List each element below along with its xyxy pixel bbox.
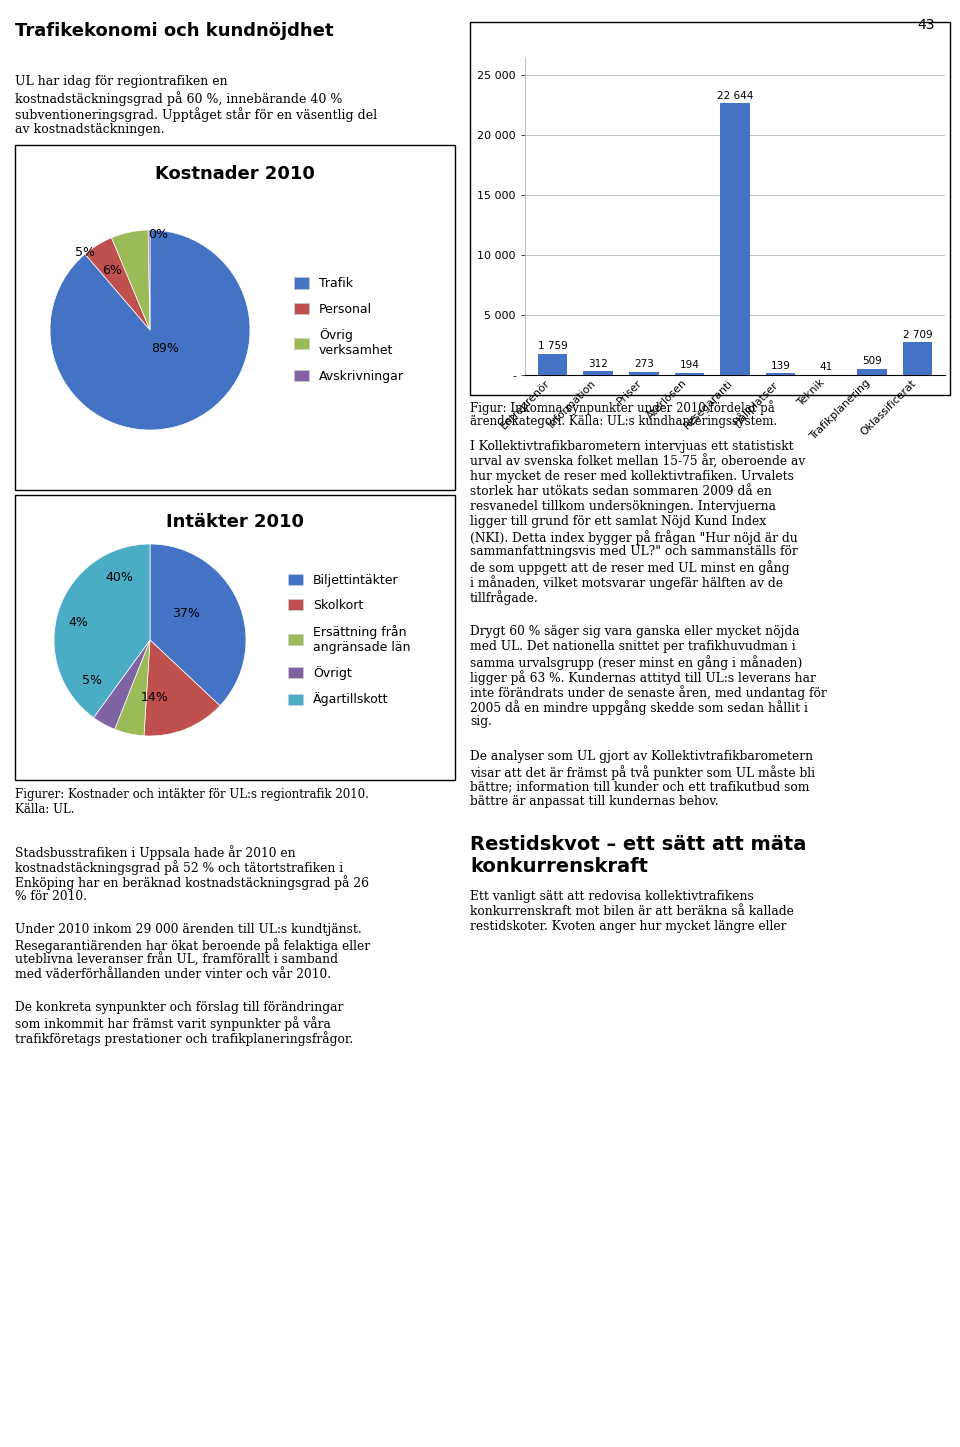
Bar [675, 373, 705, 375]
Bar [584, 372, 612, 375]
Text: som inkommit har främst varit synpunkter på våra: som inkommit har främst varit synpunkter… [15, 1016, 331, 1030]
Legend: Trafik, Personal, Övrig
verksamhet, Avskrivningar: Trafik, Personal, Övrig verksamhet, Avsk… [294, 278, 404, 383]
Wedge shape [50, 230, 250, 430]
Text: konkurrenskraft: konkurrenskraft [470, 857, 648, 875]
Text: 40%: 40% [106, 572, 133, 585]
Bar [720, 103, 750, 375]
Text: trafikföretags prestationer och trafikplaneringsfrågor.: trafikföretags prestationer och trafikpl… [15, 1032, 353, 1046]
Text: kostnadstäckningsgrad på 60 %, innebärande 40 %: kostnadstäckningsgrad på 60 %, innebäran… [15, 91, 343, 106]
Text: Kostnader 2010: Kostnader 2010 [156, 165, 315, 182]
Wedge shape [144, 640, 220, 737]
Text: Resegarantiärenden har ökat beroende på felaktiga eller: Resegarantiärenden har ökat beroende på … [15, 938, 371, 954]
Wedge shape [93, 640, 150, 729]
Text: Trafikekonomi och kundnöjdhet: Trafikekonomi och kundnöjdhet [15, 22, 333, 41]
Text: kostnadstäckningsgrad på 52 % och tätortstrafiken i: kostnadstäckningsgrad på 52 % och tätort… [15, 860, 344, 875]
Text: samma urvalsgrupp (reser minst en gång i månaden): samma urvalsgrupp (reser minst en gång i… [470, 655, 803, 670]
Bar [766, 373, 796, 375]
Text: ligger på 63 %. Kundernas attityd till UL:s leverans har: ligger på 63 %. Kundernas attityd till U… [470, 670, 816, 684]
Text: Källa: UL.: Källa: UL. [15, 803, 75, 816]
Text: urval av svenska folket mellan 15-75 år, oberoende av: urval av svenska folket mellan 15-75 år,… [470, 454, 805, 469]
Bar [629, 372, 659, 375]
Text: 312: 312 [588, 359, 608, 369]
Text: I Kollektivtrafikbarometern intervjuas ett statistiskt: I Kollektivtrafikbarometern intervjuas e… [470, 440, 794, 453]
Text: 5%: 5% [83, 674, 103, 687]
Text: inte förändrats under de senaste åren, med undantag för: inte förändrats under de senaste åren, m… [470, 684, 827, 700]
Text: 5%: 5% [75, 246, 95, 259]
Text: Enköping har en beräknad kostnadstäckningsgrad på 26: Enköping har en beräknad kostnadstäcknin… [15, 875, 369, 890]
Text: 0%: 0% [148, 229, 168, 242]
Text: 509: 509 [862, 356, 882, 366]
Bar [857, 369, 887, 375]
Text: UL har idag för regiontrafiken en: UL har idag för regiontrafiken en [15, 75, 228, 88]
Wedge shape [150, 544, 246, 706]
Text: med väderförhållanden under vinter och vår 2010.: med väderförhållanden under vinter och v… [15, 968, 331, 981]
Wedge shape [85, 237, 150, 330]
Text: konkurrenskraft mot bilen är att beräkna så kallade: konkurrenskraft mot bilen är att beräkna… [470, 904, 794, 917]
Text: bättre är anpassat till kundernas behov.: bättre är anpassat till kundernas behov. [470, 794, 719, 807]
Bar [538, 355, 567, 375]
Text: uteblivna leveranser från UL, framförallt i samband: uteblivna leveranser från UL, framförall… [15, 954, 338, 967]
Text: Stadsbusstrafiken i Uppsala hade år 2010 en: Stadsbusstrafiken i Uppsala hade år 2010… [15, 845, 296, 860]
Text: hur mycket de reser med kollektivtrafiken. Urvalets: hur mycket de reser med kollektivtrafike… [470, 470, 794, 483]
Text: Restidskvot – ett sätt att mäta: Restidskvot – ett sätt att mäta [470, 835, 806, 854]
Text: visar att det är främst på två punkter som UL måste bli: visar att det är främst på två punkter s… [470, 765, 815, 780]
Text: ärendekategori. Källa: UL:s kundhanteringssystem.: ärendekategori. Källa: UL:s kundhanterin… [470, 415, 778, 428]
Text: De konkreta synpunkter och förslag till förändringar: De konkreta synpunkter och förslag till … [15, 1001, 344, 1014]
Text: resvanedel tillkom undersökningen. Intervjuerna: resvanedel tillkom undersökningen. Inter… [470, 501, 776, 514]
Text: bättre; information till kunder och ett trafikutbud som: bättre; information till kunder och ett … [470, 780, 809, 793]
Text: Figur: Inkomna synpunkter under 2010 fördelat på: Figur: Inkomna synpunkter under 2010 för… [470, 399, 775, 415]
Text: med UL. Det nationella snittet per trafikhuvudman i: med UL. Det nationella snittet per trafi… [470, 640, 796, 653]
Text: Figurer: Kostnader och intäkter för UL:s regiontrafik 2010.: Figurer: Kostnader och intäkter för UL:s… [15, 789, 369, 802]
Text: 37%: 37% [173, 606, 201, 619]
Text: 6%: 6% [102, 263, 122, 276]
Text: ligger till grund för ett samlat Nöjd Kund Index: ligger till grund för ett samlat Nöjd Ku… [470, 515, 766, 528]
Wedge shape [148, 230, 150, 330]
Text: 14%: 14% [141, 692, 169, 705]
Text: 22 644: 22 644 [717, 91, 754, 101]
Text: 2005 då en mindre uppgång skedde som sedan hållit i: 2005 då en mindre uppgång skedde som sed… [470, 700, 808, 715]
Text: subventioneringsgrad. Upptåget står för en väsentlig del: subventioneringsgrad. Upptåget står för … [15, 107, 377, 122]
Text: 1 759: 1 759 [538, 341, 567, 352]
Text: storlek har utökats sedan sommaren 2009 då en: storlek har utökats sedan sommaren 2009 … [470, 485, 772, 498]
Wedge shape [111, 230, 150, 330]
Text: Intäkter 2010: Intäkter 2010 [166, 514, 304, 531]
Text: 2 709: 2 709 [902, 330, 932, 340]
Text: sammanfattningsvis med UL?" och sammanställs för: sammanfattningsvis med UL?" och sammanst… [470, 546, 798, 559]
Wedge shape [114, 640, 150, 737]
Text: De analyser som UL gjort av Kollektivtrafikbarometern: De analyser som UL gjort av Kollektivtra… [470, 750, 813, 763]
Text: Under 2010 inkom 29 000 ärenden till UL:s kundtjänst.: Under 2010 inkom 29 000 ärenden till UL:… [15, 923, 362, 936]
Bar [902, 343, 932, 375]
Text: de som uppgett att de reser med UL minst en gång: de som uppgett att de reser med UL minst… [470, 560, 789, 574]
Legend: Biljettintäkter, Skolkort, Ersättning från
angränsade län, Övrigt, Ägartillskott: Biljettintäkter, Skolkort, Ersättning fr… [288, 573, 411, 706]
Text: sig.: sig. [470, 715, 492, 728]
Text: restidskoter. Kvoten anger hur mycket längre eller: restidskoter. Kvoten anger hur mycket lä… [470, 920, 786, 933]
Text: 43: 43 [918, 17, 935, 32]
Text: 273: 273 [634, 359, 654, 369]
Text: tillfrågade.: tillfrågade. [470, 590, 539, 605]
Text: 139: 139 [771, 360, 791, 370]
Text: % för 2010.: % för 2010. [15, 890, 87, 903]
Text: (NKI). Detta index bygger på frågan "Hur nöjd är du: (NKI). Detta index bygger på frågan "Hur… [470, 530, 798, 546]
Text: 4%: 4% [68, 616, 88, 629]
Text: 89%: 89% [151, 341, 179, 355]
Text: 194: 194 [680, 360, 699, 370]
Text: Ett vanligt sätt att redovisa kollektivtrafikens: Ett vanligt sätt att redovisa kollektivt… [470, 890, 754, 903]
Text: i månaden, vilket motsvarar ungefär hälften av de: i månaden, vilket motsvarar ungefär hälf… [470, 574, 783, 590]
Text: Drygt 60 % säger sig vara ganska eller mycket nöjda: Drygt 60 % säger sig vara ganska eller m… [470, 625, 800, 638]
Text: 41: 41 [820, 362, 833, 372]
Text: av kostnadstäckningen.: av kostnadstäckningen. [15, 123, 164, 136]
Wedge shape [54, 544, 150, 718]
